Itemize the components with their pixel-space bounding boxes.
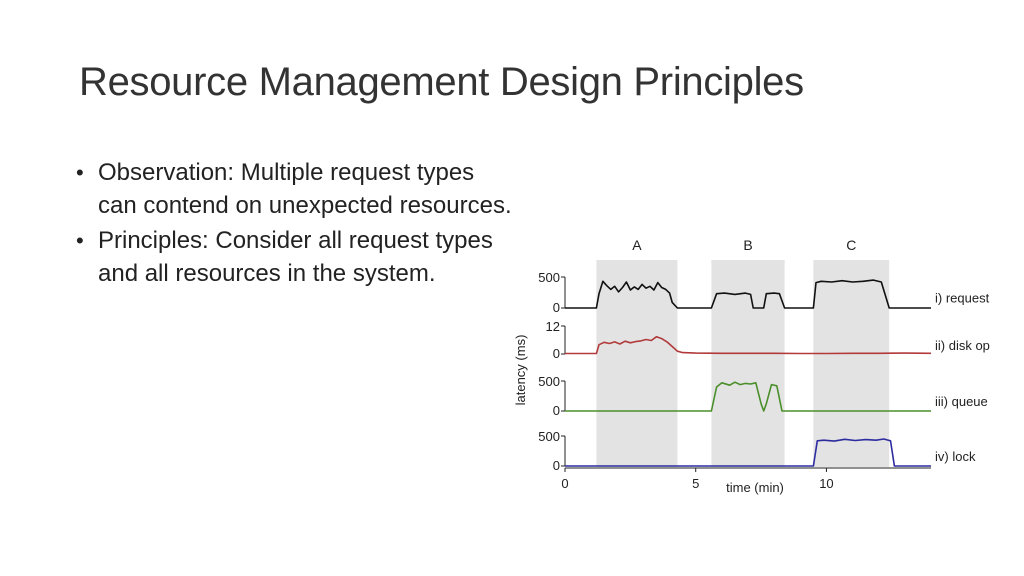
series-line-2 [565, 335, 932, 355]
y-tick-label: 0 [553, 403, 560, 418]
series-label: iii) queue [935, 394, 988, 409]
slide-title: Resource Management Design Principles [79, 60, 804, 104]
y-tick-label: 0 [553, 346, 560, 361]
bullet-observation: • Observation: Multiple request types ca… [76, 156, 516, 222]
y-tick-label: 0 [553, 300, 560, 315]
y-tick-label: 12 [546, 319, 560, 334]
y-tick-label: 0 [553, 458, 560, 473]
y-tick-label: 500 [538, 270, 560, 285]
series-line-4 [565, 438, 931, 467]
series-label: i) request [935, 291, 990, 306]
series-line-1 [565, 279, 931, 309]
x-tick-label: 10 [819, 476, 833, 491]
series-line-3 [565, 381, 931, 412]
y-axis-label: latency (ms) [513, 335, 528, 406]
phase-shade-b [711, 260, 785, 467]
x-axis-label: time (min) [726, 480, 784, 495]
phase-shade-c [813, 260, 890, 467]
bullet-principles: • Principles: Consider all request types… [76, 224, 516, 290]
y-tick-label: 500 [538, 429, 560, 444]
phase-label: A [632, 237, 642, 253]
series-label: ii) disk op [935, 338, 990, 353]
x-tick-label: 5 [692, 476, 699, 491]
phase-label: B [743, 237, 752, 253]
bullet-text: Principles: Consider all request types a… [98, 227, 493, 287]
phase-shade-a [596, 260, 678, 467]
bullet-list: • Observation: Multiple request types ca… [76, 156, 516, 292]
x-tick-label: 0 [561, 476, 568, 491]
series-label: iv) lock [935, 449, 976, 464]
phase-label: C [846, 237, 856, 253]
y-tick-label: 500 [538, 374, 560, 389]
bullet-dot-icon: • [76, 160, 84, 185]
bullet-dot-icon: • [76, 228, 84, 253]
bullet-text: Observation: Multiple request types can … [98, 159, 512, 219]
